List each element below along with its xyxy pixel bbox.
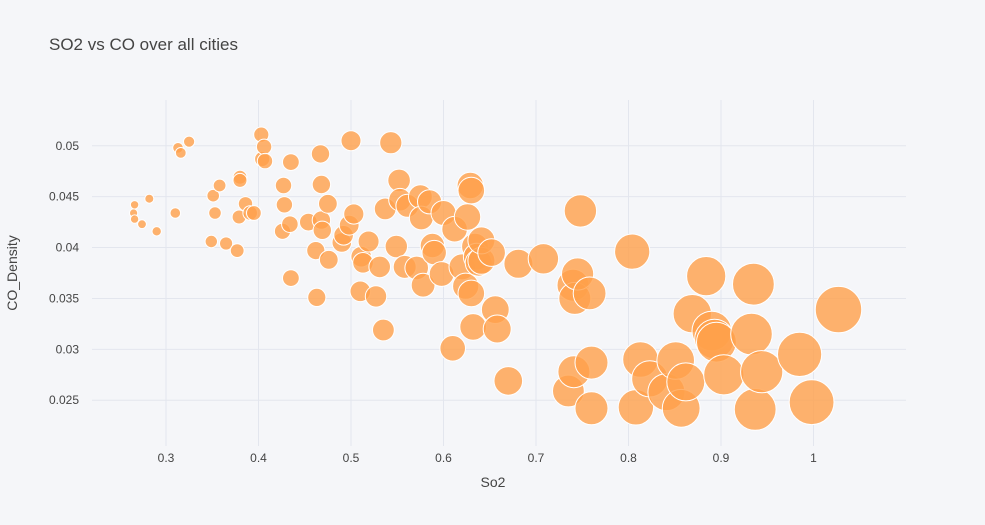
data-point-bubble[interactable] bbox=[666, 362, 706, 402]
bubble-layer bbox=[129, 126, 863, 431]
data-point-bubble[interactable] bbox=[788, 379, 835, 426]
data-point-bubble[interactable] bbox=[256, 152, 274, 170]
data-point-bubble[interactable] bbox=[814, 285, 863, 334]
data-point-bubble[interactable] bbox=[740, 350, 784, 394]
y-tick-label: 0.05 bbox=[56, 139, 80, 153]
chart-title: SO2 vs CO over all cities bbox=[49, 35, 238, 54]
data-point-bubble[interactable] bbox=[282, 153, 300, 172]
data-point-bubble[interactable] bbox=[527, 243, 560, 275]
data-point-bubble[interactable] bbox=[364, 285, 388, 308]
data-point-bubble[interactable] bbox=[281, 215, 299, 233]
data-point-bubble[interactable] bbox=[129, 214, 140, 224]
data-point-bubble[interactable] bbox=[368, 255, 392, 279]
data-point-bubble[interactable] bbox=[686, 256, 727, 297]
data-point-bubble[interactable] bbox=[410, 272, 436, 298]
data-point-bubble[interactable] bbox=[457, 176, 486, 205]
data-point-bubble[interactable] bbox=[174, 147, 187, 159]
data-point-bubble[interactable] bbox=[246, 205, 262, 221]
x-tick-label: 0.3 bbox=[158, 451, 175, 465]
data-point-bubble[interactable] bbox=[482, 314, 512, 344]
data-point-bubble[interactable] bbox=[574, 345, 609, 380]
data-point-bubble[interactable] bbox=[151, 226, 162, 237]
data-point-bubble[interactable] bbox=[563, 194, 598, 228]
x-tick-label: 0.9 bbox=[713, 451, 730, 465]
data-point-bubble[interactable] bbox=[372, 318, 395, 342]
data-point-bubble[interactable] bbox=[777, 331, 823, 377]
data-point-bubble[interactable] bbox=[206, 188, 220, 203]
data-point-bubble[interactable] bbox=[459, 313, 487, 341]
data-point-bubble[interactable] bbox=[343, 203, 365, 225]
data-point-bubble[interactable] bbox=[379, 131, 403, 155]
data-point-bubble[interactable] bbox=[219, 236, 234, 251]
data-point-bubble[interactable] bbox=[703, 354, 745, 396]
x-tick-label: 0.8 bbox=[620, 451, 637, 465]
data-point-bubble[interactable] bbox=[572, 276, 607, 311]
x-tick-labels: 0.3 0.4 0.5 0.6 0.7 0.8 0.9 1 bbox=[158, 451, 818, 465]
data-point-bubble[interactable] bbox=[137, 219, 147, 230]
y-axis-title: CO_Density bbox=[4, 235, 20, 310]
y-tick-label: 0.045 bbox=[49, 190, 79, 204]
data-point-bubble[interactable] bbox=[282, 269, 300, 288]
y-tick-label: 0.03 bbox=[56, 342, 80, 356]
data-point-bubble[interactable] bbox=[229, 243, 245, 259]
y-tick-label: 0.035 bbox=[49, 291, 79, 305]
data-point-bubble[interactable] bbox=[493, 366, 524, 396]
data-point-bubble[interactable] bbox=[204, 234, 219, 249]
data-point-bubble[interactable] bbox=[307, 287, 327, 307]
data-point-bubble[interactable] bbox=[318, 193, 338, 214]
x-tick-label: 0.6 bbox=[435, 451, 452, 465]
data-point-bubble[interactable] bbox=[574, 391, 609, 426]
x-axis-title: So2 bbox=[481, 474, 506, 490]
data-point-bubble[interactable] bbox=[357, 230, 380, 253]
data-point-bubble[interactable] bbox=[730, 312, 773, 356]
data-point-bubble[interactable] bbox=[310, 144, 331, 164]
data-point-bubble[interactable] bbox=[421, 239, 447, 266]
x-tick-label: 0.4 bbox=[250, 451, 267, 465]
data-point-bubble[interactable] bbox=[733, 388, 777, 431]
x-tick-label: 1 bbox=[810, 451, 817, 465]
data-point-bubble[interactable] bbox=[340, 130, 362, 152]
y-tick-label: 0.04 bbox=[56, 241, 80, 255]
data-point-bubble[interactable] bbox=[212, 178, 227, 193]
data-point-bubble[interactable] bbox=[232, 172, 248, 188]
data-point-bubble[interactable] bbox=[208, 206, 222, 220]
data-point-bubble[interactable] bbox=[732, 262, 775, 306]
x-tick-label: 0.7 bbox=[528, 451, 545, 465]
data-point-bubble[interactable] bbox=[457, 279, 486, 308]
y-tick-labels: 0.025 0.03 0.035 0.04 0.045 0.05 bbox=[49, 139, 79, 407]
data-point-bubble[interactable] bbox=[255, 138, 273, 156]
data-point-bubble[interactable] bbox=[312, 220, 332, 241]
data-point-bubble[interactable] bbox=[144, 193, 155, 204]
data-point-bubble[interactable] bbox=[453, 203, 482, 231]
data-point-bubble[interactable] bbox=[318, 249, 339, 270]
data-point-bubble[interactable] bbox=[129, 200, 140, 210]
data-point-bubble[interactable] bbox=[274, 176, 293, 195]
data-point-bubble[interactable] bbox=[477, 238, 506, 267]
x-tick-label: 0.5 bbox=[343, 451, 360, 465]
data-point-bubble[interactable] bbox=[183, 135, 196, 148]
data-point-bubble[interactable] bbox=[384, 234, 408, 259]
data-point-bubble[interactable] bbox=[614, 233, 651, 270]
data-point-bubble[interactable] bbox=[311, 174, 332, 195]
data-point-bubble[interactable] bbox=[275, 196, 294, 214]
y-tick-label: 0.025 bbox=[49, 393, 79, 407]
data-point-bubble[interactable] bbox=[169, 207, 182, 219]
data-point-bubble[interactable] bbox=[439, 335, 467, 362]
